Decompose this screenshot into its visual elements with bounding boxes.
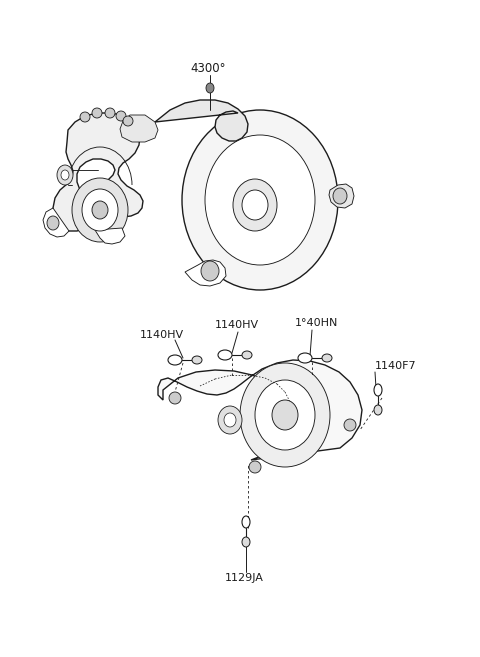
Ellipse shape: [182, 110, 338, 290]
Ellipse shape: [233, 179, 277, 231]
Polygon shape: [120, 115, 158, 142]
Ellipse shape: [344, 419, 356, 431]
Text: 1140HV: 1140HV: [140, 330, 184, 340]
Ellipse shape: [201, 261, 219, 281]
Ellipse shape: [242, 351, 252, 359]
Ellipse shape: [192, 356, 202, 364]
Ellipse shape: [298, 353, 312, 363]
Ellipse shape: [240, 363, 330, 467]
Text: 1140F7: 1140F7: [375, 361, 417, 371]
Ellipse shape: [61, 170, 69, 180]
Ellipse shape: [168, 355, 182, 365]
Text: 1140HV: 1140HV: [215, 320, 259, 330]
Polygon shape: [155, 100, 248, 141]
Ellipse shape: [80, 112, 90, 122]
Polygon shape: [329, 184, 354, 208]
Polygon shape: [95, 228, 125, 244]
Polygon shape: [185, 260, 226, 286]
Ellipse shape: [374, 405, 382, 415]
Ellipse shape: [255, 380, 315, 450]
Ellipse shape: [169, 392, 181, 404]
Ellipse shape: [92, 108, 102, 118]
Ellipse shape: [47, 216, 59, 230]
Ellipse shape: [224, 413, 236, 427]
Ellipse shape: [249, 461, 261, 473]
Ellipse shape: [57, 165, 73, 185]
Ellipse shape: [72, 178, 128, 242]
Ellipse shape: [218, 350, 232, 360]
Polygon shape: [43, 208, 69, 237]
Ellipse shape: [206, 83, 214, 93]
Ellipse shape: [242, 516, 250, 528]
Ellipse shape: [123, 116, 133, 126]
Ellipse shape: [322, 354, 332, 362]
Ellipse shape: [272, 400, 298, 430]
Ellipse shape: [92, 201, 108, 219]
Text: 1°40HN: 1°40HN: [295, 318, 338, 328]
Ellipse shape: [205, 135, 315, 265]
Ellipse shape: [242, 190, 268, 220]
Ellipse shape: [116, 111, 126, 121]
Ellipse shape: [333, 188, 347, 204]
Ellipse shape: [242, 537, 250, 547]
Polygon shape: [158, 360, 362, 460]
Ellipse shape: [82, 189, 118, 231]
Ellipse shape: [218, 406, 242, 434]
Polygon shape: [53, 113, 143, 231]
Ellipse shape: [374, 384, 382, 396]
Ellipse shape: [105, 108, 115, 118]
Text: 4300°: 4300°: [190, 62, 226, 74]
Text: 1129JA: 1129JA: [225, 573, 264, 583]
